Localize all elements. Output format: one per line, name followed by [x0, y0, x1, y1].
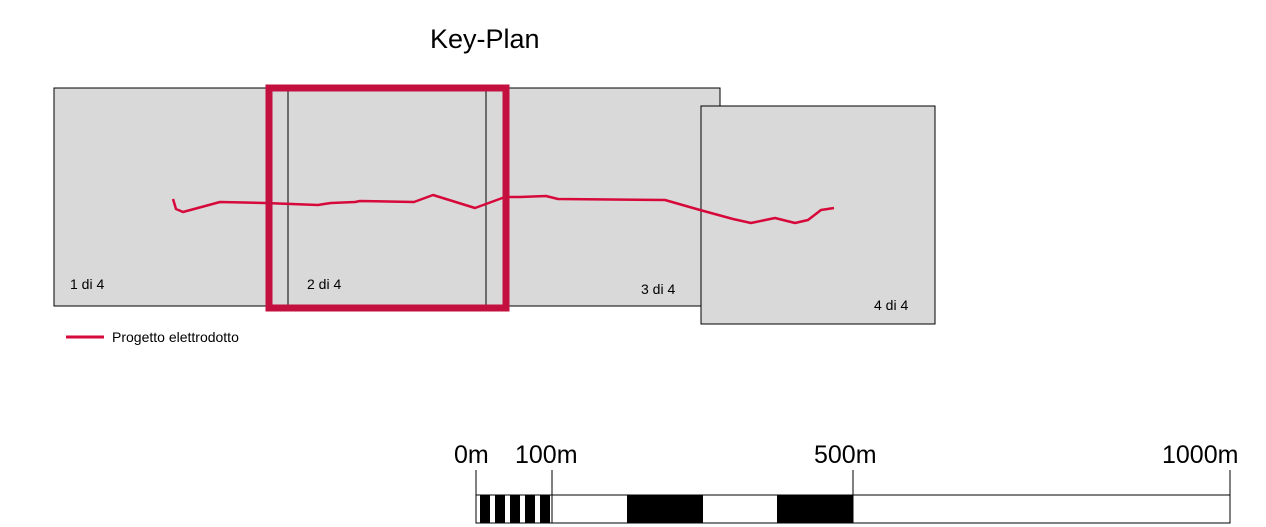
- key-plan-title: Key-Plan: [430, 24, 540, 54]
- route-line: [171, 193, 835, 225]
- scale-label-0m: 0m: [454, 441, 489, 469]
- sheet-label-2: 2 di 4: [307, 276, 342, 292]
- scale-segment: [777, 495, 853, 523]
- legend-label: Progetto elettrodotto: [112, 329, 239, 345]
- sheet-4[interactable]: [700, 105, 936, 325]
- scale-label-1000m: 1000m: [1162, 441, 1239, 469]
- scale-label-100m: 100m: [515, 441, 578, 469]
- sheet-label-1: 1 di 4: [70, 276, 105, 292]
- scale-label-500m: 500m: [814, 441, 877, 469]
- scale-segment: [510, 495, 520, 523]
- scale-segment: [540, 495, 550, 523]
- sheet-label-3: 3 di 4: [641, 281, 676, 297]
- scale-bar: [475, 470, 1231, 524]
- scale-segment: [480, 495, 490, 523]
- scale-segment: [525, 495, 535, 523]
- sheet-1[interactable]: [53, 87, 289, 307]
- scale-segment: [495, 495, 505, 523]
- sheet-2[interactable]: [287, 87, 487, 307]
- sheet-label-4: 4 di 4: [874, 297, 909, 313]
- current-sheet-highlight: [265, 84, 510, 312]
- scale-segment: [627, 495, 703, 523]
